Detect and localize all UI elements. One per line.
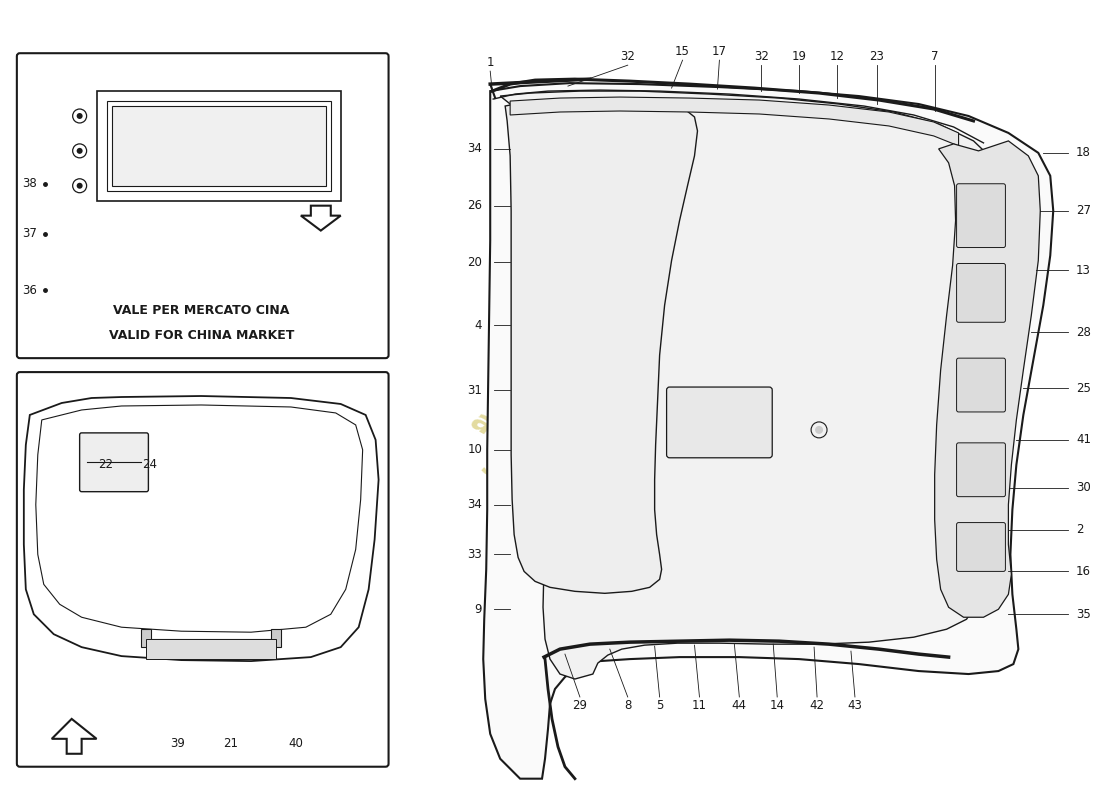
- Text: 42: 42: [810, 699, 825, 712]
- Circle shape: [77, 148, 82, 154]
- FancyBboxPatch shape: [957, 184, 1005, 247]
- Text: 37: 37: [22, 227, 36, 240]
- Circle shape: [815, 426, 823, 434]
- Text: 29: 29: [572, 699, 587, 712]
- Text: 23: 23: [869, 50, 884, 63]
- FancyBboxPatch shape: [957, 263, 1005, 322]
- Text: 33: 33: [468, 548, 482, 561]
- FancyBboxPatch shape: [957, 358, 1005, 412]
- Text: 34: 34: [468, 498, 482, 511]
- Text: 17: 17: [712, 45, 727, 58]
- FancyBboxPatch shape: [957, 443, 1005, 497]
- Text: 32: 32: [754, 50, 769, 63]
- Text: 16: 16: [1076, 565, 1091, 578]
- Text: 35: 35: [1076, 608, 1091, 621]
- Text: 39: 39: [169, 737, 185, 750]
- Polygon shape: [500, 91, 1009, 679]
- Text: 26: 26: [468, 199, 482, 212]
- FancyBboxPatch shape: [667, 387, 772, 458]
- Polygon shape: [505, 99, 697, 594]
- Text: 24: 24: [142, 458, 157, 470]
- Text: 14: 14: [770, 699, 784, 712]
- Text: 28: 28: [1076, 326, 1091, 338]
- Text: 21: 21: [223, 737, 239, 750]
- Text: 13: 13: [1076, 264, 1091, 277]
- Text: 10: 10: [468, 443, 482, 456]
- Polygon shape: [142, 630, 280, 647]
- Text: VALID FOR CHINA MARKET: VALID FOR CHINA MARKET: [109, 329, 294, 342]
- Text: 18: 18: [1076, 146, 1091, 159]
- Text: 7: 7: [931, 50, 938, 63]
- Text: 41: 41: [1076, 434, 1091, 446]
- Text: 31: 31: [468, 383, 482, 397]
- FancyBboxPatch shape: [957, 522, 1005, 571]
- Text: 5: 5: [656, 699, 663, 712]
- Polygon shape: [52, 719, 97, 754]
- Text: 44: 44: [732, 699, 747, 712]
- Text: 11: 11: [692, 699, 707, 712]
- Text: VALE PER MERCATO CINA: VALE PER MERCATO CINA: [113, 304, 289, 317]
- Circle shape: [77, 182, 82, 189]
- Polygon shape: [483, 83, 1053, 778]
- Text: 30: 30: [1076, 481, 1091, 494]
- Text: 27: 27: [1076, 204, 1091, 217]
- Text: 19: 19: [792, 50, 806, 63]
- Text: 36: 36: [22, 284, 36, 297]
- Text: 20: 20: [468, 256, 482, 269]
- Text: 1: 1: [486, 56, 494, 69]
- Text: 2: 2: [1076, 523, 1084, 536]
- Text: 32: 32: [620, 50, 635, 63]
- Text: 40: 40: [288, 737, 304, 750]
- Polygon shape: [301, 206, 341, 230]
- Circle shape: [77, 113, 82, 119]
- Polygon shape: [935, 141, 1041, 618]
- Text: 38: 38: [22, 178, 36, 190]
- FancyBboxPatch shape: [79, 433, 148, 492]
- Text: 25: 25: [1076, 382, 1091, 394]
- Text: a diagram from
sinclair.com: a diagram from sinclair.com: [450, 406, 711, 593]
- Text: 15: 15: [675, 45, 690, 58]
- Text: 12: 12: [829, 50, 845, 63]
- Text: 4: 4: [475, 318, 482, 332]
- FancyBboxPatch shape: [16, 372, 388, 766]
- FancyBboxPatch shape: [16, 54, 388, 358]
- Text: 22: 22: [98, 458, 113, 470]
- Text: 43: 43: [847, 699, 862, 712]
- Text: 8: 8: [624, 699, 631, 712]
- Text: 34: 34: [468, 142, 482, 155]
- Text: 9: 9: [475, 602, 482, 616]
- Polygon shape: [510, 97, 958, 146]
- Polygon shape: [146, 639, 276, 659]
- Polygon shape: [111, 106, 326, 186]
